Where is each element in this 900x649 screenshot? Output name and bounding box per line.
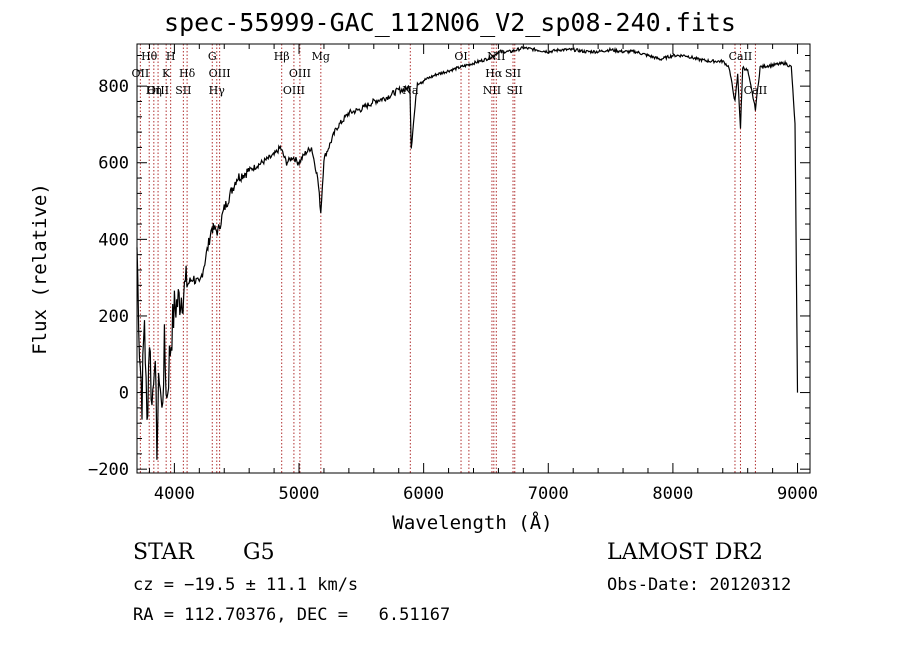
emission-line-label: Hα — [485, 67, 503, 80]
emission-line-label: CaII — [729, 50, 753, 63]
coordinates-text: RA = 112.70376, DEC = 6.51167 — [133, 605, 451, 625]
emission-line-label: OIII — [283, 84, 305, 97]
y-tick-label: 200 — [98, 307, 129, 327]
emission-line-label: NII — [483, 84, 501, 97]
emission-line-label: OIII — [147, 84, 169, 97]
y-axis-label: Flux (relative) — [29, 183, 51, 355]
emission-line-label: OIII — [289, 67, 311, 80]
subclass-label: G5 — [243, 540, 275, 565]
axis-ticks: 4000 5000 6000 7000 8000 9000 −200 0 200 400 600 80… — [88, 44, 818, 504]
y-tick-label: 400 — [98, 230, 129, 250]
x-tick-label: 6000 — [403, 484, 444, 504]
y-tick-label: 800 — [98, 77, 129, 97]
emission-line-label: Hδ — [179, 67, 196, 80]
obs-date-text: Obs-Date: 20120312 — [607, 575, 792, 595]
emission-line-label: Hγ — [209, 84, 226, 97]
emission-line-label: G — [208, 50, 217, 63]
emission-line-label: Hη — [146, 84, 162, 97]
x-tick-label: 8000 — [652, 484, 693, 504]
spectrum-line — [136, 46, 799, 460]
x-tick-label: 4000 — [154, 484, 195, 504]
redshift-text: cz = −19.5 ± 11.1 km/s — [133, 575, 359, 595]
x-tick-label: 5000 — [279, 484, 320, 504]
x-tick-label: 7000 — [528, 484, 569, 504]
emission-line-label: K — [162, 67, 171, 80]
y-tick-label: −200 — [88, 460, 129, 480]
survey-label: LAMOST DR2 — [607, 540, 763, 565]
emission-line-label: OII — [132, 67, 150, 80]
emission-line-label: Hθ — [141, 50, 158, 63]
chart-title: spec-55999-GAC_112N06_V2_sp08-240.fits — [164, 8, 736, 37]
emission-line-label: H — [166, 50, 176, 63]
emission-line-markers — [139, 44, 756, 473]
y-tick-label: 0 — [119, 384, 129, 404]
y-tick-label: 600 — [98, 154, 129, 174]
emission-line-label: OI — [454, 50, 467, 63]
class-label: STAR — [133, 540, 194, 565]
emission-line-label: CaII — [744, 84, 768, 97]
emission-line-label: NII — [487, 50, 505, 63]
emission-line-label: SII — [507, 84, 523, 97]
emission-line-label: OIII — [209, 67, 231, 80]
x-axis-label: Wavelength (Å) — [392, 512, 553, 534]
emission-line-label: Mg — [312, 50, 330, 63]
plot-frame — [136, 43, 811, 474]
emission-line-label: Hβ — [274, 50, 290, 63]
emission-line-label: SII — [505, 67, 521, 80]
emission-line-label: Na — [402, 84, 419, 97]
emission-line-label: SII — [175, 84, 191, 97]
x-tick-label: 9000 — [777, 484, 818, 504]
